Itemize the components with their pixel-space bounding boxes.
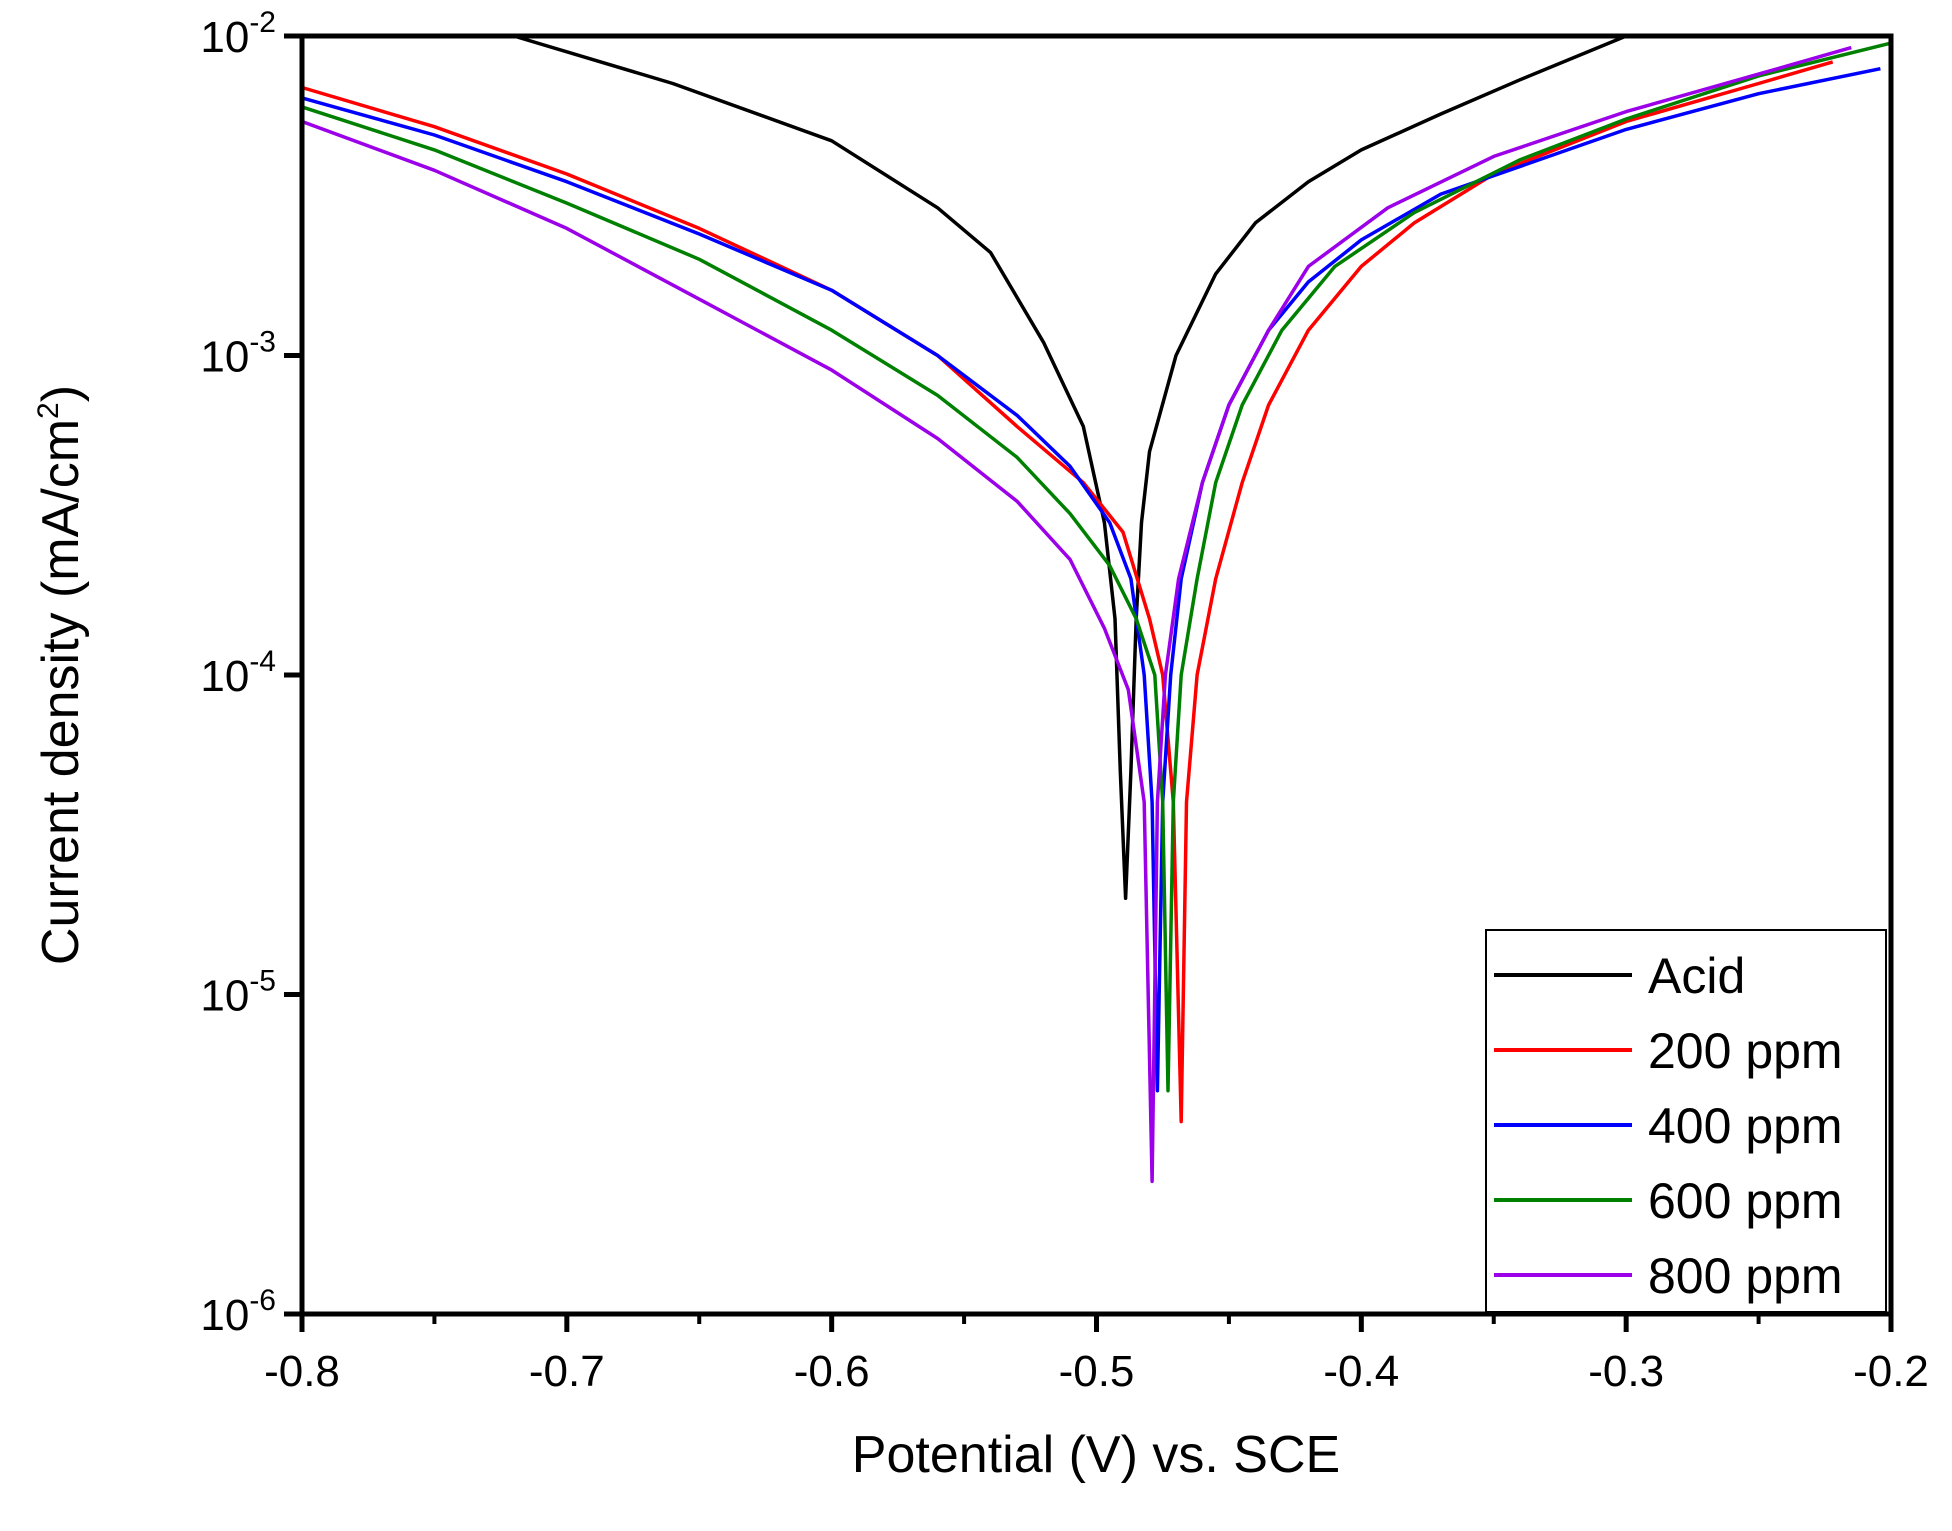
y-tick-base: 10 [200, 1291, 249, 1340]
x-axis-title: Potential (V) vs. SCE [852, 1426, 1340, 1484]
x-axis: -0.8 -0.7 -0.6 -0.5 -0.4 -0.3 -0.2 [264, 1314, 1929, 1396]
y-tick-base: 10 [200, 652, 249, 701]
legend: Acid 200 ppm 400 ppm 600 ppm 800 ppm [1485, 929, 1887, 1313]
y-tick-label: 10-4 [200, 645, 276, 701]
y-tick-label: 10-2 [200, 6, 276, 62]
x-tick-label: -0.7 [529, 1347, 605, 1396]
y-tick-exponent: -6 [249, 1284, 276, 1317]
legend-label-400-ppm: 400 ppm [1648, 1098, 1843, 1154]
y-tick-exponent: -2 [249, 6, 276, 39]
x-tick-label: -0.2 [1853, 1347, 1929, 1396]
y-axis-title-suffix: ) [32, 385, 90, 402]
y-tick-exponent: -3 [249, 326, 276, 359]
y-axis-title-main: Current density (mA/cm [32, 419, 90, 965]
series-line-400-ppm [301, 66, 1881, 1093]
x-tick-label: -0.5 [1059, 1347, 1135, 1396]
y-tick-base: 10 [200, 972, 249, 1021]
series-line-600-ppm [301, 41, 1892, 1093]
legend-box [1485, 929, 1887, 1313]
y-tick-base: 10 [200, 13, 249, 62]
x-tick-label: -0.4 [1323, 1347, 1399, 1396]
legend-entries: Acid 200 ppm 400 ppm 600 ppm 800 ppm [1494, 948, 1843, 1304]
x-tick-label: -0.6 [794, 1347, 870, 1396]
series-line-800-ppm [301, 45, 1852, 1184]
y-tick-label: 10-3 [200, 326, 276, 382]
y-tick-label: 10-6 [200, 1284, 276, 1340]
y-tick-exponent: -4 [249, 645, 276, 678]
series-layer [301, 34, 1892, 1184]
legend-label-600-ppm: 600 ppm [1648, 1173, 1843, 1229]
y-tick-exponent: -5 [249, 965, 276, 998]
y-tick-label: 10-5 [200, 965, 276, 1021]
y-axis-title: Current density (mA/cm2) [32, 385, 90, 965]
x-tick-label: -0.3 [1588, 1347, 1664, 1396]
legend-label-acid: Acid [1648, 948, 1745, 1004]
y-tick-base: 10 [200, 333, 249, 382]
y-axis: 10-610-510-410-310-2 [200, 6, 302, 1340]
series-line-acid [513, 34, 1627, 901]
legend-label-800-ppm: 800 ppm [1648, 1248, 1843, 1304]
legend-label-200-ppm: 200 ppm [1648, 1023, 1843, 1079]
x-tick-label: -0.8 [264, 1347, 340, 1396]
y-axis-title-superscript: 2 [32, 402, 65, 419]
